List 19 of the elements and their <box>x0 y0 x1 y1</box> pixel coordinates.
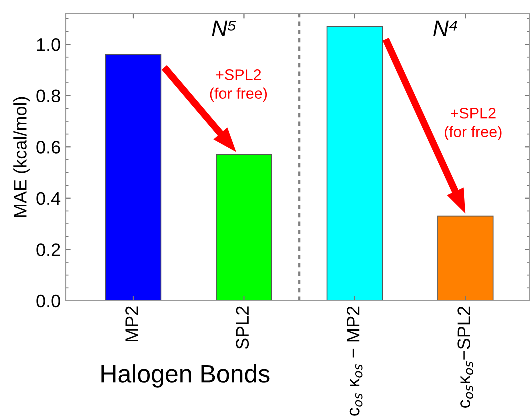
y-tick-label: 0.4 <box>36 192 61 206</box>
x-tick-label: c$_{os}$κ$_{os}$−SPL2 <box>458 306 474 408</box>
x-tick-label: SPL2 <box>236 306 250 350</box>
annotation: N⁴ <box>434 20 458 36</box>
y-tick-label: 1.0 <box>37 38 60 52</box>
bar <box>105 54 162 301</box>
y-axis-title: MAE (kcal/mol) <box>14 97 30 218</box>
annotation: +SPL2 (for free) <box>445 108 502 140</box>
y-tick-label: 0.8 <box>36 90 60 103</box>
x-tick-label: MP2 <box>126 306 138 342</box>
annotation: +SPL2 (for free) <box>210 70 268 102</box>
bar <box>438 216 494 301</box>
y-tick-label: 0.6 <box>36 141 60 154</box>
y-tick-label: 0.0 <box>36 294 60 308</box>
bar <box>216 154 272 301</box>
x-axis-title: Halogen Bonds <box>102 364 270 388</box>
y-tick-label: 0.2 <box>36 244 60 256</box>
annotation: N⁵ <box>212 20 236 36</box>
x-tick-label: c$_{os}$ κ$_{os}$ − MP2 <box>346 306 363 416</box>
